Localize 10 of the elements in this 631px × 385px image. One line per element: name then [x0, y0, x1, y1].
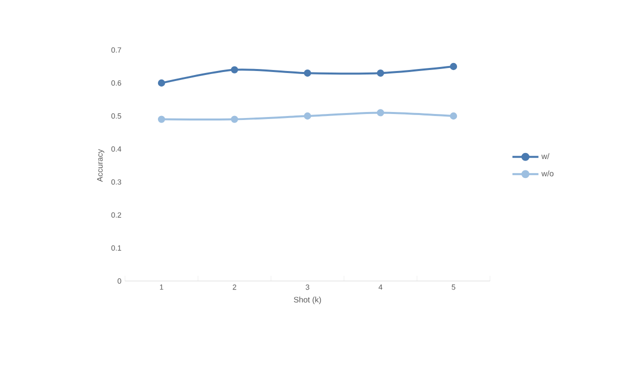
point: [304, 70, 312, 77]
point: [230, 116, 238, 123]
point: [376, 70, 384, 77]
point: [158, 79, 166, 87]
point: [158, 116, 166, 123]
point: [376, 109, 384, 116]
point: [304, 112, 312, 120]
point: [450, 62, 458, 70]
point: [450, 112, 458, 120]
point: [230, 66, 238, 74]
